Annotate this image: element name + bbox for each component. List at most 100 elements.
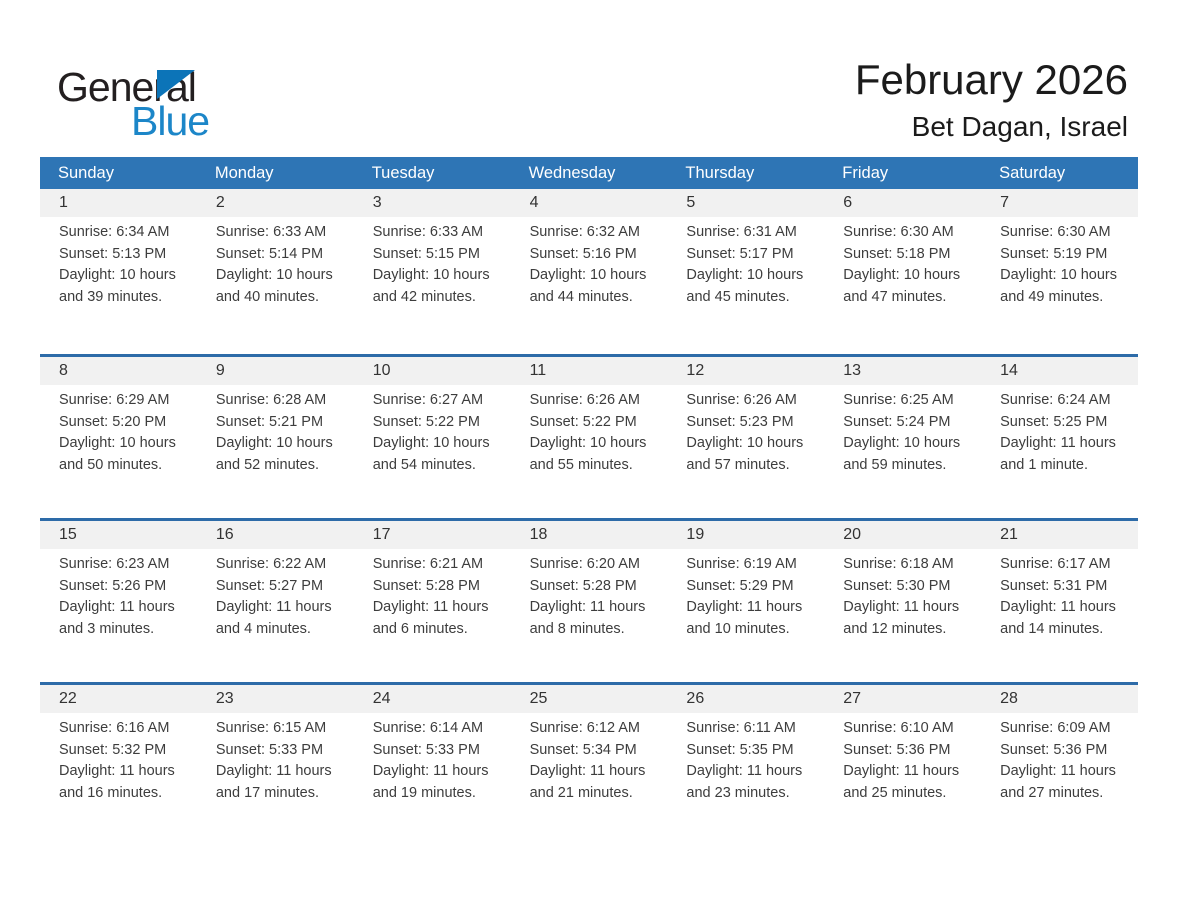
sun-time-line: Sunrise: 6:12 AM — [529, 720, 640, 736]
sun-time-line: Sunrise: 6:15 AM — [215, 720, 327, 736]
day-sun-times: Sunrise: 6:20 AM Sunset: 5:28 PM Daylight:… — [511, 549, 668, 640]
sun-time-line: and 1 minute. — [1000, 456, 1089, 473]
sun-time-line: Sunset: 5:13 PM — [59, 245, 167, 262]
sun-time-line: Daylight: 10 hours — [686, 267, 804, 283]
sun-time-line: Sunset: 5:34 PM — [529, 741, 637, 758]
sun-time-line: Daylight: 11 hours — [529, 599, 646, 615]
sun-time-line: and 50 minutes. — [59, 456, 163, 473]
sun-time-line: Sunset: 5:24 PM — [843, 413, 951, 430]
day-sun-times: Sunrise: 6:21 AM Sunset: 5:28 PM Daylight:… — [354, 549, 511, 640]
weekday-monday: Monday — [214, 163, 274, 182]
sun-time-line: Daylight: 10 hours — [843, 267, 961, 283]
day-number: 12 — [667, 357, 825, 385]
day-cell-5: 5 Sunrise: 6:31 AM Sunset: 5:17 PM Daylight… — [667, 189, 825, 354]
sun-time-line: Sunrise: 6:30 AM — [843, 224, 954, 240]
day-sun-times: Sunrise: 6:09 AM Sunset: 5:36 PM Daylight:… — [981, 713, 1138, 804]
sun-time-line: Sunrise: 6:20 AM — [529, 556, 640, 572]
sun-time-line: Sunrise: 6:18 AM — [843, 556, 954, 572]
sun-time-line: Daylight: 11 hours — [215, 599, 332, 615]
sun-time-line: Daylight: 11 hours — [1000, 435, 1116, 451]
day-number: 25 — [510, 685, 668, 713]
sun-time-line: Sunset: 5:23 PM — [686, 413, 794, 430]
sun-time-line: and 8 minutes. — [529, 620, 625, 637]
weekday-tuesday: Tuesday — [371, 163, 435, 182]
sun-time-line: and 6 minutes. — [372, 620, 468, 637]
day-sun-times: Sunrise: 6:28 AM Sunset: 5:21 PM Daylight:… — [197, 385, 354, 476]
sun-time-line: Sunrise: 6:11 AM — [686, 720, 796, 736]
title-block: February 2026 Bet Dagan, Israel — [855, 55, 1128, 147]
sun-time-line: Daylight: 10 hours — [529, 435, 647, 451]
sun-time-line: and 47 minutes. — [843, 288, 947, 305]
day-sun-times: Sunrise: 6:18 AM Sunset: 5:30 PM Daylight:… — [824, 549, 981, 640]
sun-time-line: and 14 minutes. — [1000, 620, 1104, 637]
sun-time-line: Daylight: 10 hours — [59, 435, 176, 451]
day-sun-times: Sunrise: 6:34 AM Sunset: 5:13 PM Daylight:… — [40, 217, 197, 308]
day-sun-times: Sunrise: 6:23 AM Sunset: 5:26 PM Daylight:… — [40, 549, 197, 640]
sun-time-line: Daylight: 11 hours — [1000, 599, 1116, 615]
sun-time-line: Daylight: 10 hours — [372, 435, 490, 451]
sun-time-line: Sunrise: 6:34 AM — [59, 224, 170, 240]
day-sun-times: Sunrise: 6:27 AM Sunset: 5:22 PM Daylight:… — [354, 385, 511, 476]
week-row-2: 8 Sunrise: 6:29 AM Sunset: 5:20 PM Daylight… — [40, 354, 1138, 518]
day-cell-16: 16 Sunrise: 6:22 AM Sunset: 5:27 PM Dayligh… — [196, 521, 354, 682]
day-cell-18: 18 Sunrise: 6:20 AM Sunset: 5:28 PM Dayligh… — [510, 521, 668, 682]
day-sun-times: Sunrise: 6:31 AM Sunset: 5:17 PM Daylight:… — [667, 217, 824, 308]
day-cell-15: 15 Sunrise: 6:23 AM Sunset: 5:26 PM Dayligh… — [40, 521, 197, 682]
sun-time-line: Sunset: 5:28 PM — [529, 577, 637, 594]
sun-time-line: Sunset: 5:29 PM — [686, 577, 794, 594]
sun-time-line: Sunset: 5:31 PM — [1000, 577, 1108, 594]
sun-time-line: Sunrise: 6:19 AM — [686, 556, 797, 572]
sun-time-line: Sunrise: 6:09 AM — [1000, 720, 1111, 736]
weeks-container: 1 Sunrise: 6:34 AM Sunset: 5:13 PM Daylight… — [40, 189, 1138, 846]
sun-time-line: Sunrise: 6:10 AM — [843, 720, 954, 736]
day-number: 3 — [353, 189, 511, 217]
day-sun-times: Sunrise: 6:25 AM Sunset: 5:24 PM Daylight:… — [824, 385, 981, 476]
sun-time-line: Daylight: 11 hours — [1000, 763, 1116, 779]
day-number: 21 — [981, 521, 1138, 549]
sun-time-line: and 10 minutes. — [686, 620, 790, 637]
weekday-thursday: Thursday — [685, 163, 755, 182]
sun-time-line: Sunrise: 6:29 AM — [59, 392, 170, 408]
sun-time-line: Daylight: 10 hours — [59, 267, 176, 283]
day-cell-1: 1 Sunrise: 6:34 AM Sunset: 5:13 PM Daylight… — [40, 189, 197, 354]
day-sun-times: Sunrise: 6:24 AM Sunset: 5:25 PM Daylight:… — [981, 385, 1138, 476]
sun-time-line: and 49 minutes. — [1000, 288, 1104, 305]
day-cell-27: 27 Sunrise: 6:10 AM Sunset: 5:36 PM Dayligh… — [824, 685, 982, 846]
day-sun-times: Sunrise: 6:22 AM Sunset: 5:27 PM Daylight:… — [197, 549, 354, 640]
day-sun-times: Sunrise: 6:32 AM Sunset: 5:16 PM Daylight:… — [511, 217, 668, 308]
day-cell-25: 25 Sunrise: 6:12 AM Sunset: 5:34 PM Dayligh… — [510, 685, 668, 846]
day-number: 20 — [824, 521, 982, 549]
sun-time-line: Sunset: 5:22 PM — [372, 413, 480, 430]
sun-time-line: and 59 minutes. — [843, 456, 947, 473]
day-number: 26 — [667, 685, 825, 713]
day-number: 15 — [40, 521, 197, 549]
day-cell-4: 4 Sunrise: 6:32 AM Sunset: 5:16 PM Daylight… — [510, 189, 668, 354]
day-number: 19 — [667, 521, 825, 549]
sun-time-line: Sunset: 5:33 PM — [372, 741, 480, 758]
day-cell-20: 20 Sunrise: 6:18 AM Sunset: 5:30 PM Dayligh… — [824, 521, 982, 682]
day-number: 6 — [824, 189, 982, 217]
sun-time-line: Sunset: 5:17 PM — [686, 245, 794, 262]
sun-time-line: Sunrise: 6:32 AM — [529, 224, 640, 240]
day-sun-times: Sunrise: 6:19 AM Sunset: 5:29 PM Daylight:… — [667, 549, 824, 640]
sun-time-line: Daylight: 11 hours — [843, 763, 960, 779]
day-sun-times: Sunrise: 6:30 AM Sunset: 5:18 PM Daylight:… — [824, 217, 981, 308]
day-sun-times: Sunrise: 6:17 AM Sunset: 5:31 PM Daylight:… — [981, 549, 1138, 640]
sun-time-line: Sunset: 5:14 PM — [215, 245, 324, 262]
day-number: 8 — [40, 357, 197, 385]
sun-time-line: Sunrise: 6:30 AM — [1000, 224, 1111, 240]
sun-time-line: Sunset: 5:15 PM — [372, 245, 480, 262]
sun-time-line: Daylight: 10 hours — [529, 267, 647, 283]
day-cell-19: 19 Sunrise: 6:19 AM Sunset: 5:29 PM Dayligh… — [667, 521, 825, 682]
general-blue-logo: General Blue — [57, 58, 277, 144]
sun-time-line: Sunrise: 6:33 AM — [372, 224, 484, 240]
day-cell-21: 21 Sunrise: 6:17 AM Sunset: 5:31 PM Dayligh… — [981, 521, 1138, 682]
sun-time-line: and 55 minutes. — [529, 456, 633, 473]
day-sun-times: Sunrise: 6:33 AM Sunset: 5:14 PM Daylight:… — [197, 217, 354, 308]
day-number: 2 — [196, 189, 354, 217]
week-row-4: 22 Sunrise: 6:16 AM Sunset: 5:32 PM Dayligh… — [40, 682, 1138, 846]
sun-time-line: Sunrise: 6:26 AM — [529, 392, 640, 408]
day-cell-24: 24 Sunrise: 6:14 AM Sunset: 5:33 PM Dayligh… — [353, 685, 511, 846]
day-sun-times: Sunrise: 6:14 AM Sunset: 5:33 PM Daylight:… — [354, 713, 511, 804]
sun-time-line: Daylight: 10 hours — [686, 435, 804, 451]
